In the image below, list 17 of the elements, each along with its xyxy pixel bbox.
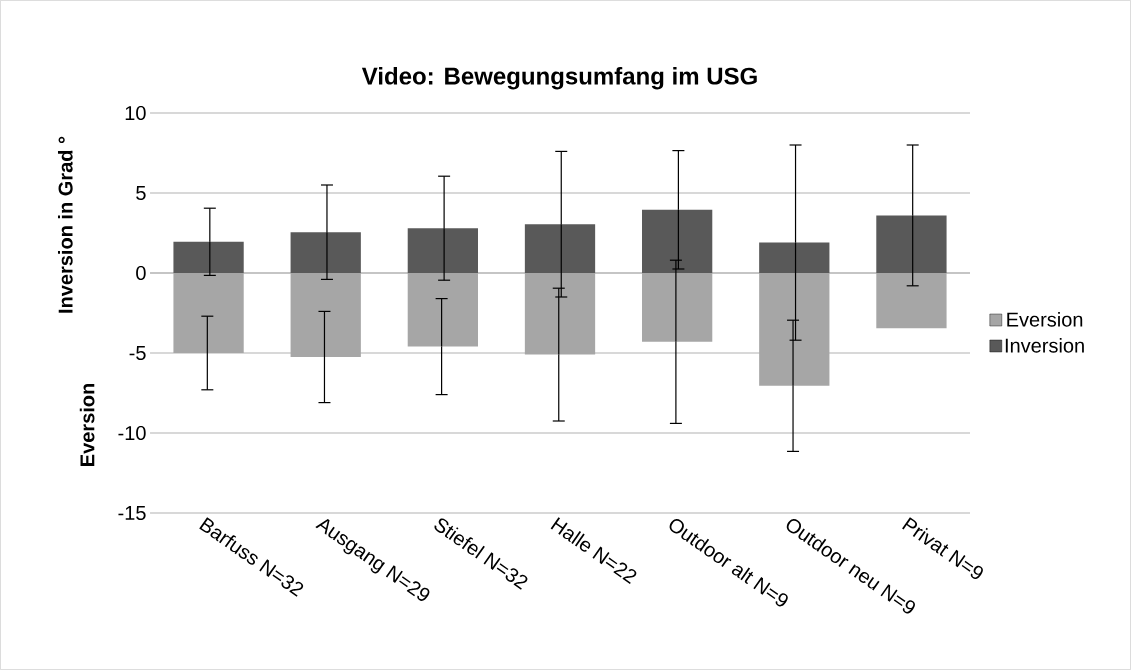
chart-title: Video: Bewegungsumfang im USG (361, 66, 757, 90)
legend-label: Inversion (1005, 338, 1084, 353)
text: Eversion (79, 384, 95, 466)
y-tick-label: -10 (118, 425, 146, 441)
legend-label: Eversion (1007, 312, 1083, 327)
bar (876, 215, 947, 273)
y-tick-label: -15 (118, 506, 146, 520)
bar (407, 228, 478, 273)
y-tick-label: 10 (125, 105, 146, 121)
y-tick-label: 5 (136, 186, 146, 200)
bar (290, 232, 361, 273)
y-axis-title: Inversion in Grad ° (57, 136, 73, 313)
bar (173, 241, 244, 273)
y-tick-label: -5 (129, 346, 146, 360)
bar (759, 242, 830, 273)
bar (524, 224, 596, 273)
y-tick-label: 0 (136, 265, 146, 281)
